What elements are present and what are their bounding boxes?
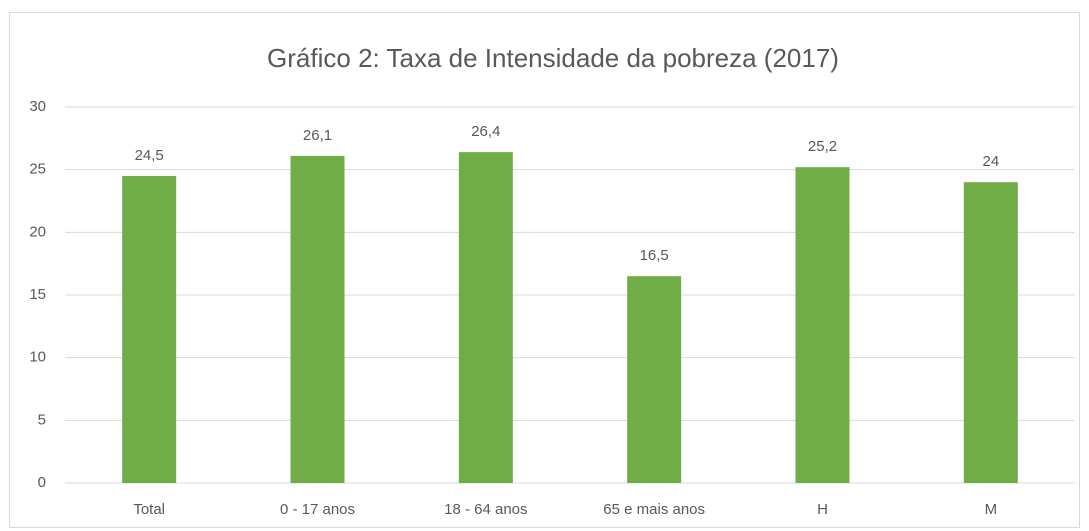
bar — [627, 276, 682, 483]
x-tick-label: Total — [133, 501, 165, 518]
y-tick-label: 0 — [38, 474, 46, 491]
data-label: 24,5 — [135, 147, 164, 164]
y-tick-label: 20 — [29, 223, 46, 240]
bar — [795, 167, 850, 483]
y-tick-label: 5 — [38, 411, 46, 428]
data-label: 26,1 — [303, 127, 332, 144]
chart-border — [9, 12, 1080, 528]
y-tick-label: 15 — [29, 286, 46, 303]
data-label: 26,4 — [471, 123, 500, 140]
x-tick-label: 0 - 17 anos — [280, 501, 355, 518]
data-label: 24 — [982, 153, 999, 170]
data-label: 25,2 — [808, 138, 837, 155]
x-tick-label: H — [817, 501, 828, 518]
y-tick-label: 30 — [29, 98, 46, 115]
data-label: 16,5 — [640, 247, 669, 264]
bar — [963, 182, 1018, 483]
y-tick-label: 10 — [29, 349, 46, 366]
bar — [290, 155, 345, 483]
chart-title: Gráfico 2: Taxa de Intensidade da pobrez… — [267, 43, 839, 73]
bar — [122, 175, 177, 483]
x-tick-label: 18 - 64 anos — [444, 501, 527, 518]
y-tick-label: 25 — [29, 161, 46, 178]
bar — [458, 152, 513, 483]
x-tick-label: M — [985, 501, 998, 518]
x-tick-label: 65 e mais anos — [603, 501, 705, 518]
